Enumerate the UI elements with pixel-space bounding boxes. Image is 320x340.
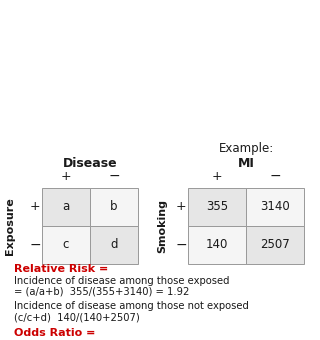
Bar: [90, 226, 138, 264]
Text: d: d: [110, 238, 118, 252]
Text: Exposure: Exposure: [5, 197, 15, 255]
Bar: [246, 188, 304, 226]
Text: −: −: [29, 238, 41, 252]
Text: Example:: Example:: [218, 142, 274, 155]
Text: Relative Risk =: Relative Risk =: [14, 264, 108, 274]
Text: 3140: 3140: [260, 201, 290, 214]
Text: +: +: [212, 170, 222, 183]
Text: Incidence of disease among those not exposed: Incidence of disease among those not exp…: [14, 301, 249, 311]
Bar: [246, 226, 304, 264]
Text: −: −: [269, 169, 281, 183]
Text: +: +: [61, 170, 71, 183]
Text: b: b: [110, 201, 118, 214]
Text: 140: 140: [206, 238, 228, 252]
Text: Smoking: Smoking: [157, 199, 167, 253]
Bar: [90, 188, 138, 226]
Text: Incidence of disease among those exposed: Incidence of disease among those exposed: [14, 276, 229, 286]
Text: 355: 355: [206, 201, 228, 214]
Bar: [42, 226, 90, 264]
Text: 2507: 2507: [260, 238, 290, 252]
Text: +: +: [176, 201, 186, 214]
Bar: [188, 188, 246, 226]
Text: Odds Ratio =: Odds Ratio =: [14, 328, 95, 338]
Bar: [42, 188, 90, 226]
Text: c: c: [63, 238, 69, 252]
Text: Disease: Disease: [63, 157, 117, 170]
Text: +: +: [30, 201, 40, 214]
Text: MI: MI: [237, 157, 254, 170]
Text: −: −: [175, 238, 187, 252]
Text: = (a/a+b)  355/(355+3140) = 1.92: = (a/a+b) 355/(355+3140) = 1.92: [14, 287, 189, 297]
Text: a: a: [62, 201, 70, 214]
Text: (c/c+d)  140/(140+2507): (c/c+d) 140/(140+2507): [14, 312, 140, 322]
Text: −: −: [108, 169, 120, 183]
Bar: [188, 226, 246, 264]
